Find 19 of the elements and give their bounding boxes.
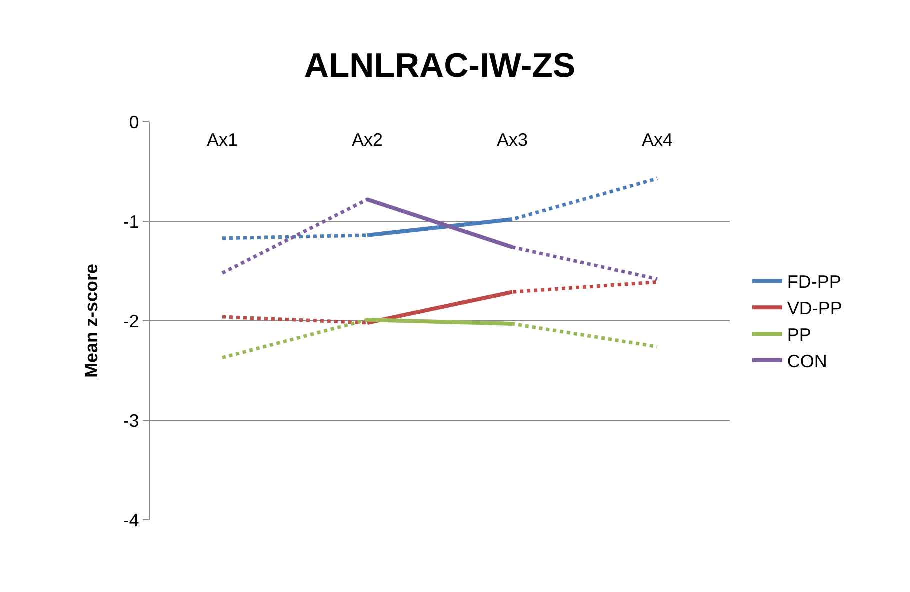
x-tick-label: Ax3 (496, 130, 528, 150)
y-tick-label: -1 (123, 212, 140, 232)
y-axis-title: Mean z-score (81, 264, 102, 378)
y-tick-label: -2 (123, 311, 140, 332)
legend-label: PP (787, 325, 812, 346)
y-tick-label: -4 (123, 510, 140, 530)
line-series (220, 280, 660, 325)
line-series (220, 176, 660, 240)
x-tick-label: Ax2 (352, 130, 384, 150)
line-series (220, 198, 660, 281)
y-tick-label: 0 (129, 112, 140, 132)
legend-label: CON (787, 351, 828, 372)
legend-label: VD-PP (787, 298, 842, 319)
x-tick-label: Ax4 (642, 130, 674, 150)
chart-title: ALNLRAC-IW-ZS (304, 47, 576, 86)
x-tick-label: Ax1 (206, 130, 238, 150)
legend-label: FD-PP (787, 272, 842, 292)
line-series (220, 318, 660, 360)
y-tick-label: -3 (123, 410, 140, 431)
